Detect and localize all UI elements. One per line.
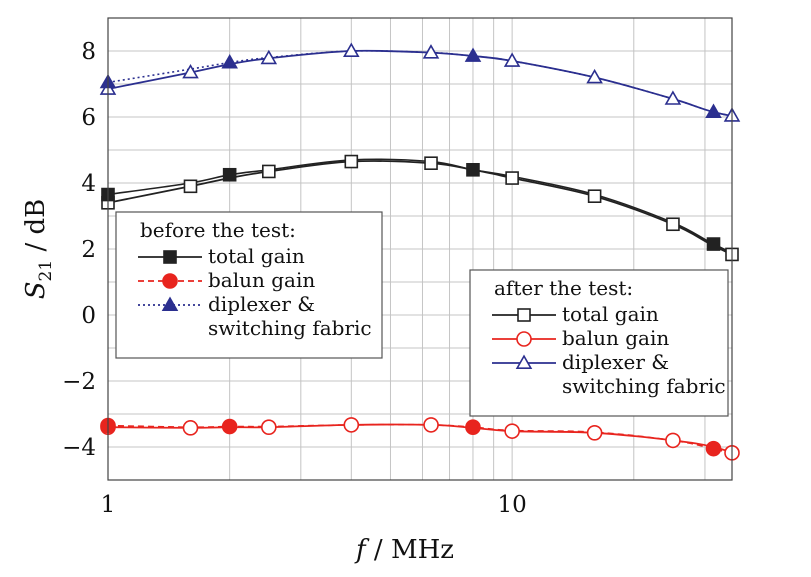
marker-layer <box>99 42 741 461</box>
data-point-after-circle <box>586 425 603 441</box>
series-line-after-5 <box>108 49 732 117</box>
y-tick-label: −4 <box>62 435 96 461</box>
data-point-after-triangle <box>182 63 199 79</box>
x-tick-label: 10 <box>497 492 526 518</box>
data-point-after-circle <box>261 419 277 436</box>
data-point-after-square <box>505 171 519 185</box>
data-point-after-square <box>424 156 438 170</box>
legend-label: balun gain <box>562 326 669 350</box>
data-point-before-triangle <box>705 103 722 118</box>
plot-frame <box>107 17 733 481</box>
legend-title: after the test: <box>494 276 633 300</box>
legend-label: total gain <box>208 244 305 268</box>
data-point-after-triangle <box>664 90 682 105</box>
legend-marker-circle <box>516 331 532 347</box>
legend-label: diplexer & <box>208 292 315 316</box>
legend-marker-circle <box>162 273 178 289</box>
y-tick-label: 2 <box>81 237 96 263</box>
data-point-before-square <box>706 237 721 251</box>
y-axis-title: S21 / dB <box>21 199 56 300</box>
y-tick-label: 0 <box>81 303 96 329</box>
data-point-before-square <box>222 167 237 182</box>
y-tick-label: −2 <box>62 369 96 395</box>
y-tick-label: 4 <box>81 171 96 197</box>
data-point-after-triangle <box>503 52 521 67</box>
legend-label: switching fabric <box>208 316 372 340</box>
series-line-before-2 <box>108 49 732 117</box>
y-axis-sub: 21 <box>36 260 56 282</box>
data-point-after-circle <box>504 423 520 439</box>
y-axis-unit: / dB <box>21 199 51 260</box>
legend-marker-triangle <box>515 354 533 370</box>
data-point-after-triangle <box>343 42 360 58</box>
legend-box <box>469 269 729 417</box>
legend-label: switching fabric <box>562 374 726 398</box>
data-point-before-square <box>466 163 480 177</box>
tick-labels: 8 6 4 2 0 −2 −4 1 10 <box>62 39 527 518</box>
data-point-after-circle <box>343 417 360 433</box>
data-point-before-circle <box>705 440 722 457</box>
x-tick-label: 1 <box>101 492 116 518</box>
legend-title: before the test: <box>140 218 296 242</box>
x-axis-unit: / MHz <box>366 535 454 565</box>
x-axis-title: f / MHz <box>354 535 454 565</box>
data-point-before-circle <box>221 418 238 435</box>
data-point-after-square <box>183 179 198 194</box>
data-point-after-triangle <box>260 49 278 65</box>
legend-marker-square <box>163 250 177 264</box>
legend-marker-triangle <box>161 296 179 312</box>
data-point-after-circle <box>182 420 199 436</box>
y-tick-label: 6 <box>81 105 96 131</box>
legend-box <box>115 211 383 359</box>
data-point-after-triangle <box>586 68 603 84</box>
legend-label: diplexer & <box>562 350 669 374</box>
y-tick-label: 8 <box>81 39 96 65</box>
y-axis-var: S <box>21 281 51 299</box>
data-point-before-triangle <box>464 47 482 62</box>
data-point-after-square <box>344 154 359 169</box>
data-point-after-triangle <box>422 44 440 59</box>
legend-marker-square <box>517 308 531 322</box>
data-point-before-triangle <box>221 53 238 69</box>
data-point-after-square <box>666 217 680 232</box>
data-point-before-circle <box>465 419 481 436</box>
data-point-after-circle <box>423 417 439 433</box>
data-point-after-circle <box>665 432 681 449</box>
legend-label: balun gain <box>208 268 315 292</box>
data-point-after-square <box>262 164 276 179</box>
legend-label: total gain <box>562 302 659 326</box>
data-point-after-square <box>587 189 602 203</box>
